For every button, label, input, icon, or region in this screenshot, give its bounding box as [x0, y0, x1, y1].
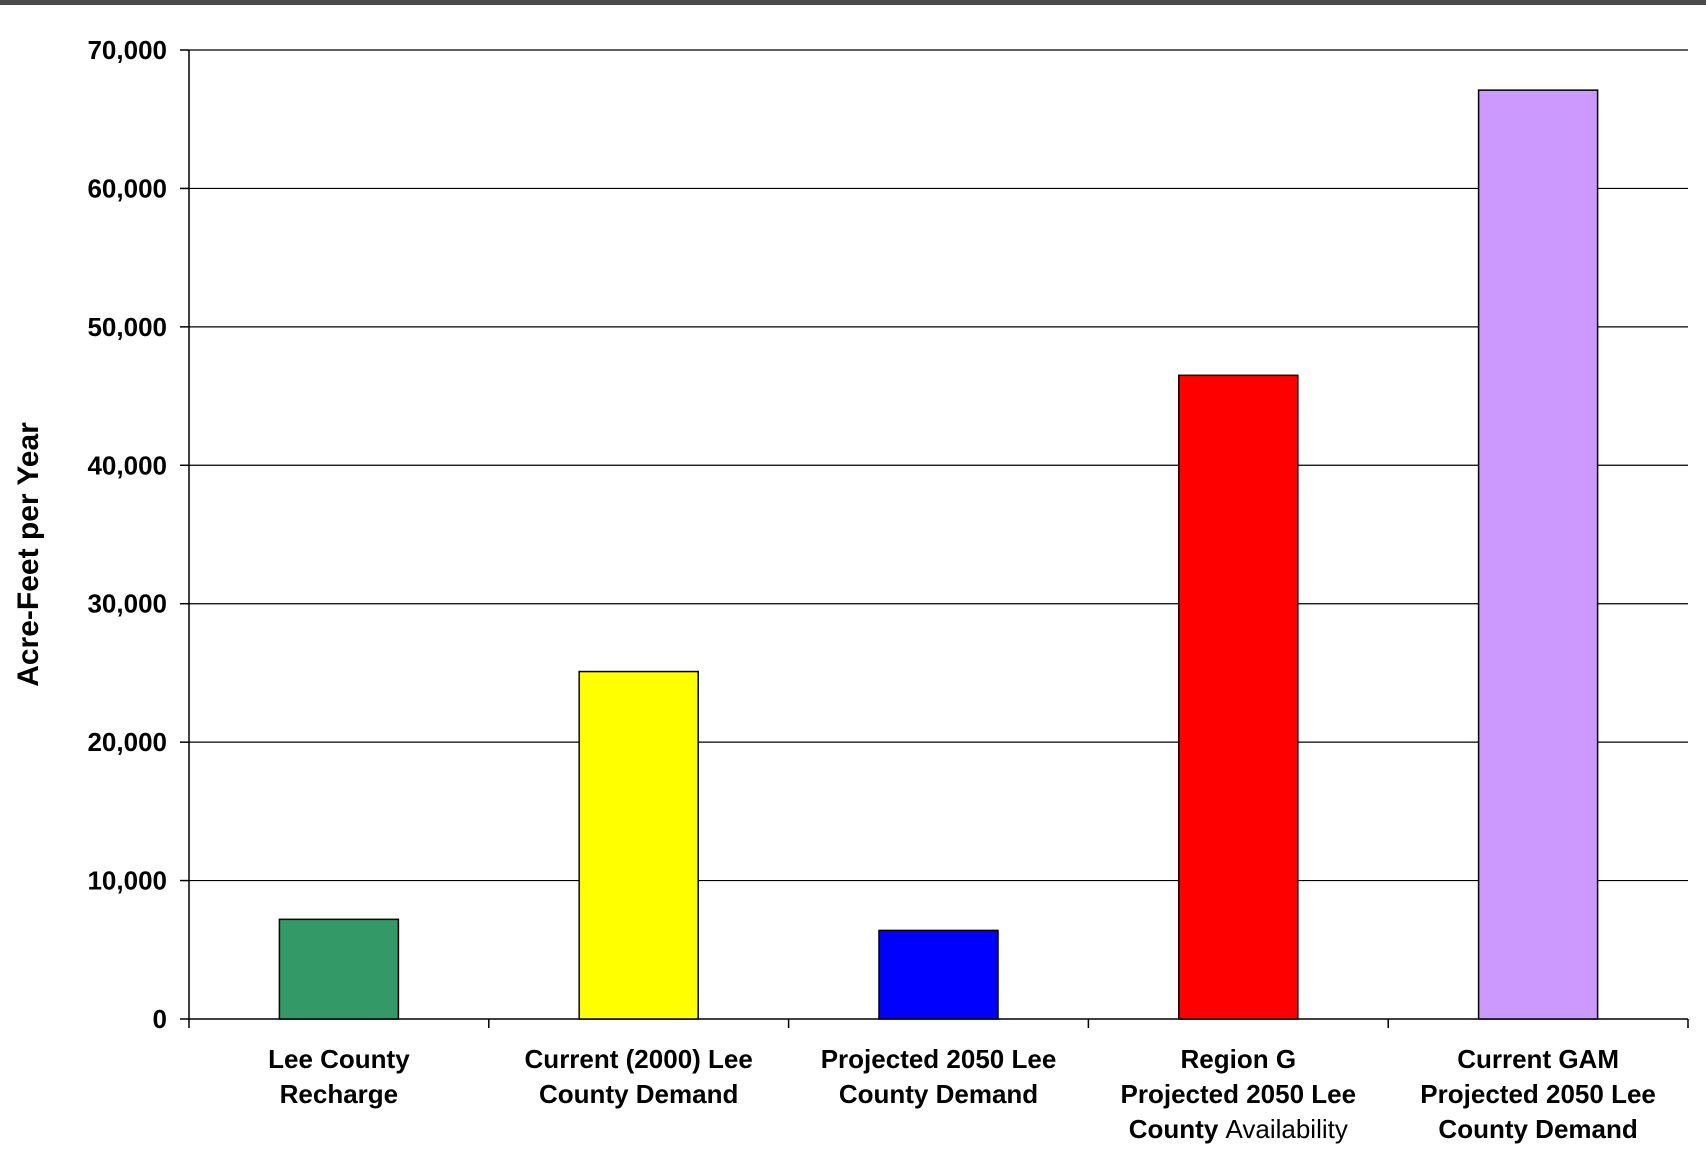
bar-3	[878, 929, 999, 1020]
top-border-bar	[0, 0, 1706, 5]
bar-4	[1178, 374, 1299, 1020]
x-category-label: Current (2000) Lee County Demand	[525, 1044, 753, 1109]
y-tick-label: 50,000	[87, 312, 167, 342]
x-category-label: Projected 2050 Lee County Demand	[821, 1044, 1057, 1109]
x-category-label: Lee County Recharge	[268, 1044, 410, 1109]
x-category-label: Current GAM Projected 2050 Lee County Dema…	[1420, 1044, 1656, 1144]
y-tick-label: 70,000	[87, 35, 167, 65]
y-tick-label: 30,000	[87, 589, 167, 619]
y-tick-label: 60,000	[87, 173, 167, 203]
y-tick-label: 40,000	[87, 450, 167, 480]
bar-5	[1477, 89, 1599, 1020]
y-axis-title: Acre-Feet per Year	[12, 422, 45, 687]
x-category-label: Region G Projected 2050 Lee County Availab…	[1121, 1044, 1357, 1144]
y-tick-label: 20,000	[87, 727, 167, 757]
bar-2	[578, 670, 699, 1020]
y-tick-label: 10,000	[87, 866, 167, 896]
bar-1	[278, 918, 400, 1020]
y-tick-label: 0	[153, 1004, 167, 1034]
